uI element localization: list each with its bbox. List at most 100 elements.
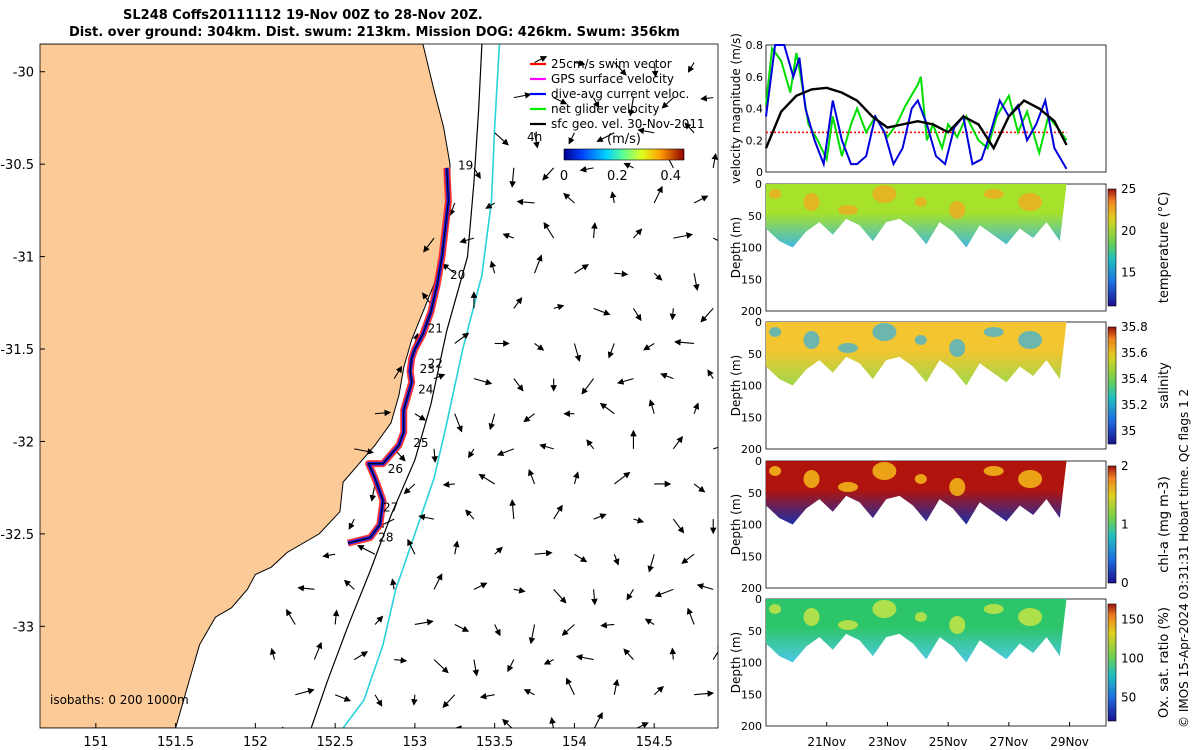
y-tick-label: -32	[13, 435, 34, 450]
colorbar-tick: 0.4	[660, 169, 681, 184]
section-temperature: 0 50 100 150 200 Depth (m) 15 20 25 temperature (…	[729, 178, 1172, 318]
colorbar-label: salinity	[1157, 362, 1172, 409]
velocity-arrow	[713, 730, 720, 737]
section-highlight	[837, 482, 858, 492]
velocity-arrow	[613, 62, 627, 76]
velocity-arrow	[553, 303, 565, 311]
section-highlight	[914, 474, 927, 484]
day-label: 20	[450, 268, 465, 282]
day-label: 25	[413, 436, 428, 450]
velocity-arrow	[637, 127, 655, 135]
velocity-arrow	[626, 589, 634, 601]
section-y-tick: 50	[748, 348, 762, 361]
section-highlight	[872, 185, 897, 203]
x-tick-label: 154	[562, 735, 587, 750]
velocity-arrow	[542, 167, 555, 181]
section-highlight	[914, 197, 927, 207]
velocity-arrow	[672, 435, 684, 450]
section-y-tick: 0	[755, 455, 762, 468]
velocity-arrow	[295, 688, 315, 696]
day-label: 24	[418, 382, 433, 396]
velocity-arrow	[693, 483, 706, 493]
velocity-arrow	[543, 658, 554, 665]
section-y-tick: 200	[741, 582, 762, 595]
velocity-arrow	[694, 690, 715, 697]
x-tick-label: 153	[402, 735, 427, 750]
velocity-arrow	[673, 730, 686, 732]
section-highlight	[769, 604, 782, 614]
section-colorbar	[1107, 188, 1117, 307]
velocity-arrow	[647, 554, 655, 573]
velocity-arrow	[509, 167, 516, 188]
colorbar-tick: 0	[560, 169, 568, 184]
velocity-arrow	[513, 297, 523, 309]
velocity-arrow	[472, 659, 479, 677]
section-y-tick: 50	[748, 487, 762, 500]
velocity-arrow	[669, 308, 677, 321]
colorbar-tick-label: 35.6	[1121, 346, 1148, 360]
x-tick-label: 25Nov	[929, 735, 968, 749]
velocity-arrow	[539, 443, 554, 450]
isobath-1000m	[342, 44, 501, 728]
velocity-arrow	[593, 307, 611, 316]
velocity-arrow	[628, 97, 635, 117]
velocity-arrow	[513, 378, 524, 392]
section-data-fill	[766, 322, 1067, 386]
day-label: 27	[383, 501, 398, 515]
velocity-arrow	[593, 711, 603, 728]
velocity-arrow	[681, 553, 695, 564]
colorbar-label: Ox. sat. ratio (%)	[1157, 607, 1172, 718]
section-y-tick: 200	[741, 443, 762, 456]
section-y-tick: 150	[741, 273, 762, 286]
velocity-arrow	[593, 513, 607, 520]
velocity-arrow	[343, 579, 355, 590]
velocity-arrow	[496, 448, 514, 457]
day-label: 21	[428, 321, 443, 335]
velocity-arrow	[485, 202, 495, 209]
velocity-arrow	[494, 546, 503, 555]
velocity-arrow	[553, 504, 563, 520]
colorbar-tick-label: 35	[1121, 424, 1136, 438]
x-tick-label: 152	[243, 735, 268, 750]
velocity-arrow	[528, 624, 536, 645]
velocity-arrow	[488, 413, 496, 431]
velocity-arrow	[354, 448, 375, 455]
map-frame	[39, 43, 719, 729]
section-highlight	[837, 343, 858, 353]
velocity-arrow	[332, 609, 340, 625]
velocity-arrow	[612, 678, 620, 695]
section-y-tick: 150	[741, 688, 762, 701]
section-colorbar	[1107, 465, 1117, 584]
section-y-tick: 100	[741, 380, 762, 393]
velocity-arrow	[353, 651, 369, 661]
section-chl-a: 0 50 100 150 200 Depth (m) 0 1 2 chl-a (mg m-3)	[729, 455, 1172, 595]
velocity-arrow	[711, 152, 718, 168]
velocity-arrow	[468, 448, 475, 459]
velocity-arrow	[672, 518, 685, 534]
velocity-arrow	[465, 509, 475, 520]
velocity-arrow	[393, 365, 403, 379]
colorbar-tick-label: 2	[1121, 459, 1129, 473]
section-highlight	[914, 612, 927, 622]
section-highlight	[949, 616, 966, 634]
velocity-arrow	[684, 122, 695, 134]
y-tick-label: -31	[13, 251, 34, 266]
velocity-y-tick: 0.4	[746, 103, 764, 116]
velocity-arrow	[313, 641, 323, 660]
velocity-arrow	[674, 339, 695, 346]
section-highlight	[914, 335, 927, 345]
velocity-arrow	[613, 471, 631, 485]
isobaths-label: isobaths: 0 200 1000m	[50, 693, 189, 707]
section-colorbar	[1107, 603, 1117, 722]
section-highlight	[872, 462, 897, 480]
colorbar-tick-label: 25	[1121, 182, 1136, 196]
section-y-tick: 200	[741, 305, 762, 318]
velocity-arrow	[534, 56, 548, 63]
velocity-arrow	[693, 273, 700, 291]
velocity-arrow	[374, 409, 392, 417]
section-y-tick: 0	[755, 178, 762, 191]
